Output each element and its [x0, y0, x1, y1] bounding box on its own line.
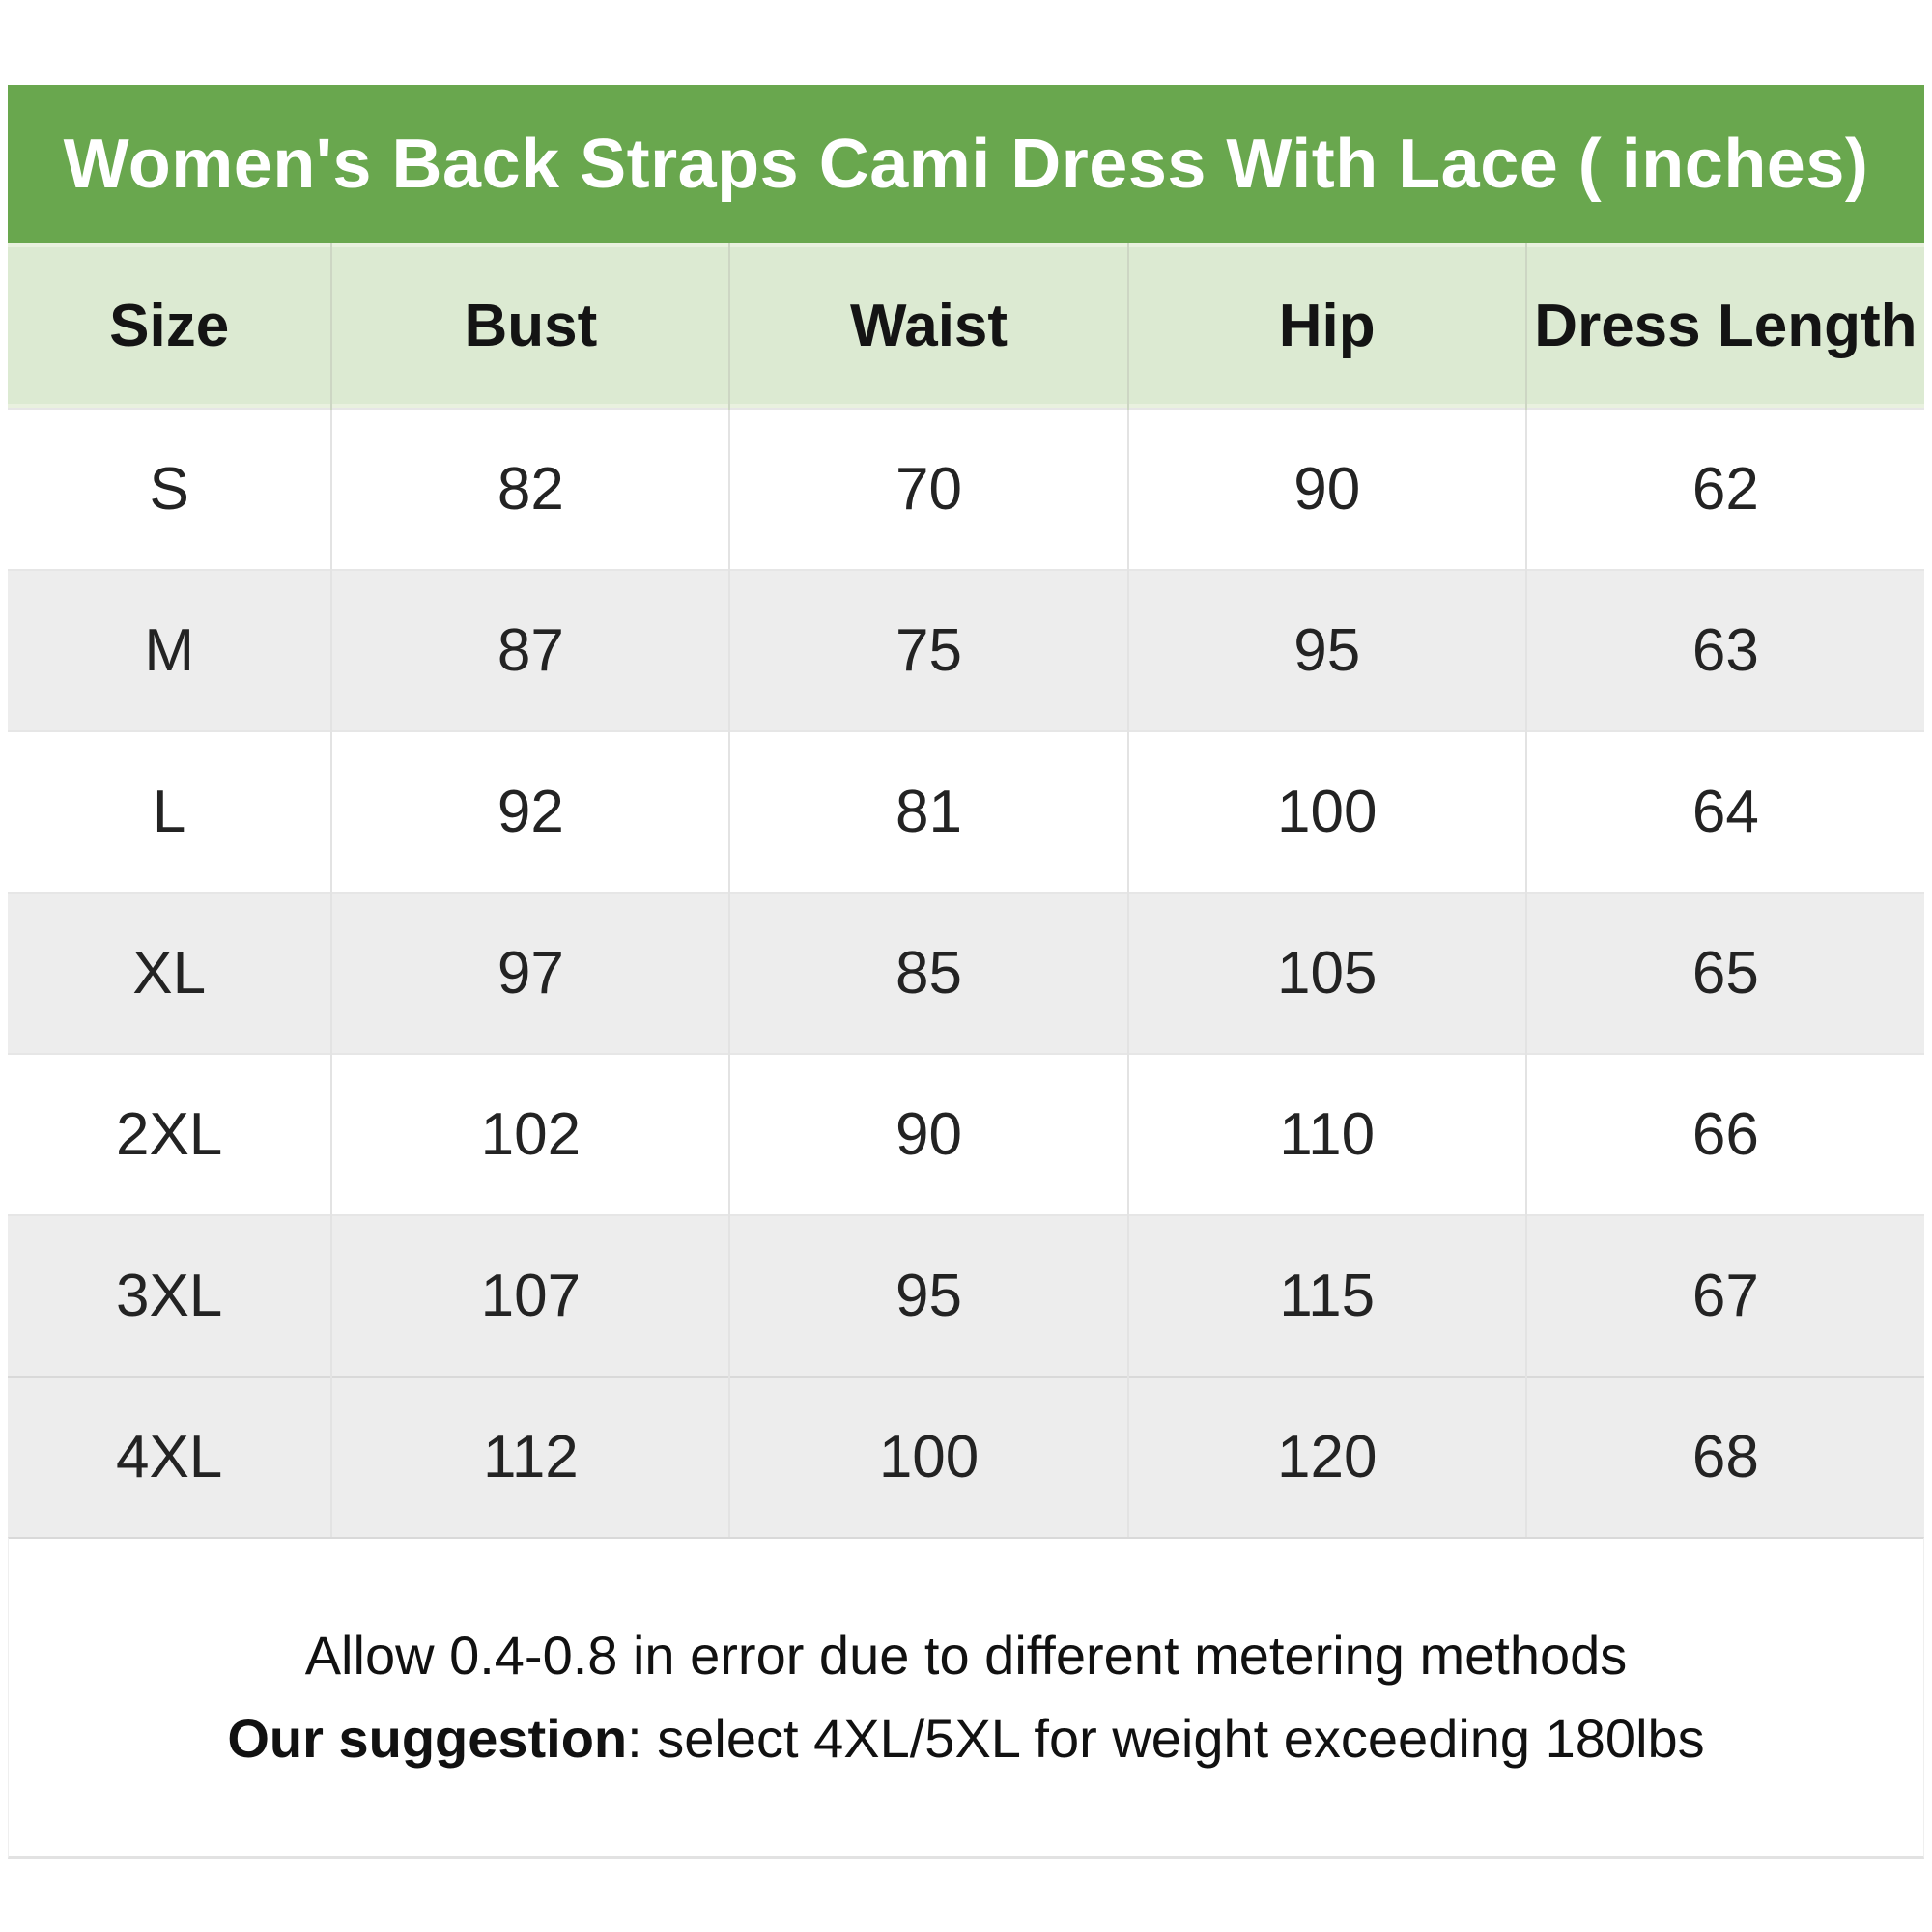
table-row-4xl: 4XL 112 100 120 68: [8, 1376, 1924, 1537]
size-cell: M: [8, 569, 332, 731]
table-row-m: M 87 75 95 63: [8, 569, 1924, 731]
measurement-cell: 81: [728, 730, 1128, 893]
size-cell: S: [8, 408, 332, 570]
measurement-cell: 112: [330, 1376, 730, 1537]
measurement-cell: 64: [1524, 730, 1924, 893]
footnote-suggestion: Our suggestion: select 4XL/5XL for weigh…: [227, 1704, 1704, 1774]
measurement-cell: 100: [728, 1376, 1128, 1537]
measurement-cell: 95: [728, 1214, 1128, 1377]
size-cell: 4XL: [8, 1376, 332, 1537]
table-header-row: Size Bust Waist Hip Dress Length: [8, 243, 1924, 409]
measurement-cell: 70: [728, 408, 1128, 570]
measurement-cell: 95: [1126, 569, 1526, 731]
measurement-cell: 100: [1126, 730, 1526, 893]
footnote-suggestion-text: : select 4XL/5XL for weight exceeding 18…: [627, 1708, 1705, 1769]
measurement-cell: 87: [330, 569, 730, 731]
column-header-hip: Hip: [1126, 243, 1526, 409]
measurement-cell: 120: [1126, 1376, 1526, 1537]
measurement-cell: 75: [728, 569, 1128, 731]
measurement-cell: 102: [330, 1053, 730, 1215]
table-row-xl: XL 97 85 105 65: [8, 892, 1924, 1054]
measurement-cell: 67: [1524, 1214, 1924, 1377]
column-header-bust: Bust: [330, 243, 730, 409]
size-cell: L: [8, 730, 332, 893]
footnote-suggestion-label: Our suggestion: [227, 1708, 628, 1769]
measurement-cell: 62: [1524, 408, 1924, 570]
column-header-size: Size: [8, 243, 332, 409]
measurement-cell: 110: [1126, 1053, 1526, 1215]
size-cell: 3XL: [8, 1214, 332, 1377]
measurement-cell: 90: [728, 1053, 1128, 1215]
measurement-cell: 66: [1524, 1053, 1924, 1215]
size-chart-title: Women's Back Straps Cami Dress With Lace…: [8, 85, 1924, 243]
measurement-cell: 68: [1524, 1376, 1924, 1537]
measurement-cell: 65: [1524, 892, 1924, 1054]
table-row-l: L 92 81 100 64: [8, 730, 1924, 893]
measurement-cell: 105: [1126, 892, 1526, 1054]
measurement-cell: 82: [330, 408, 730, 570]
size-cell: XL: [8, 892, 332, 1054]
column-header-waist: Waist: [728, 243, 1128, 409]
footnote-tolerance: Allow 0.4-0.8 in error due to different …: [304, 1625, 1628, 1686]
size-chart: Women's Back Straps Cami Dress With Lace…: [8, 85, 1924, 1859]
measurement-cell: 90: [1126, 408, 1526, 570]
measurement-cell: 85: [728, 892, 1128, 1054]
measurement-cell: 97: [330, 892, 730, 1054]
table-row-s: S 82 70 90 62: [8, 408, 1924, 570]
footnote-block: Allow 0.4-0.8 in error due to different …: [8, 1537, 1924, 1859]
size-chart-table: Size Bust Waist Hip Dress Length S 82 70 90 62 M 8…: [8, 243, 1924, 1537]
measurement-cell: 107: [330, 1214, 730, 1377]
measurement-cell: 115: [1126, 1214, 1526, 1377]
table-row-3xl: 3XL 107 95 115 67: [8, 1214, 1924, 1377]
measurement-cell: 92: [330, 730, 730, 893]
column-header-dress-length: Dress Length: [1524, 243, 1924, 409]
measurement-cell: 63: [1524, 569, 1924, 731]
size-cell: 2XL: [8, 1053, 332, 1215]
table-row-2xl: 2XL 102 90 110 66: [8, 1053, 1924, 1215]
